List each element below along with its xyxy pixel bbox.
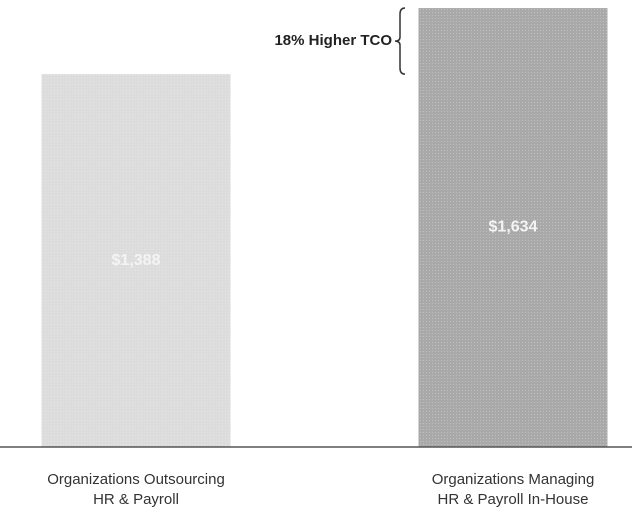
bar-texture [41, 74, 231, 447]
x-tick-label: HR & Payroll [93, 491, 179, 508]
value-label: $1,388 [112, 252, 161, 269]
bar-texture [418, 8, 608, 447]
annotation: 18% Higher TCO [274, 32, 392, 49]
value-label: $1,634 [489, 219, 538, 236]
x-tick-label: Organizations Outsourcing [47, 471, 225, 488]
x-tick-label: HR & Payroll In-House [438, 491, 589, 508]
x-tick-label: Organizations Managing [432, 471, 595, 488]
brace [394, 7, 406, 75]
